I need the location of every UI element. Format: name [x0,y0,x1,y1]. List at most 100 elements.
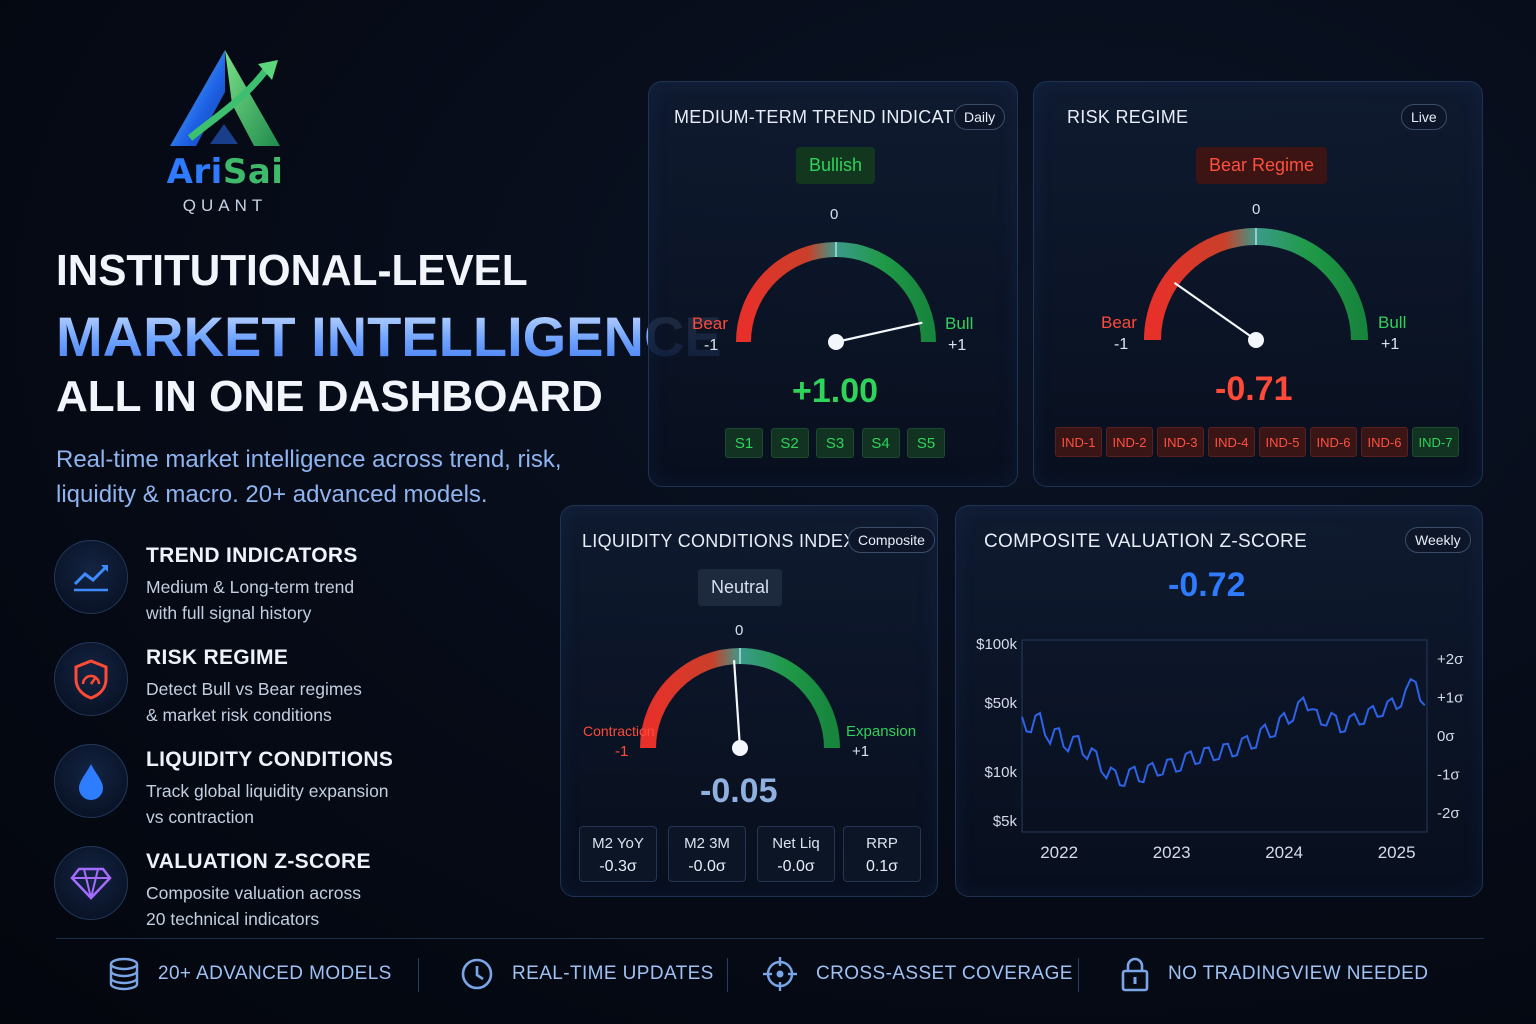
valuation-chart: $100k $50k $10k $5k +2σ +1σ 0σ -1σ -2σ 2022 2023 20… [976,636,1464,862]
liquidity-value: -0.05 [700,772,778,810]
x-tick-label: 2022 [1040,843,1078,862]
feature-desc: Composite valuation across 20 technical i… [146,883,361,929]
trend-chart-icon [54,540,128,614]
clock-icon [461,958,493,990]
indicator-chip: IND-4 [1208,427,1255,457]
y-left-tick-label: $100k [976,636,1017,653]
signal-chip: S1 [725,428,763,458]
lock-icon [1121,957,1149,992]
divider [727,958,728,992]
bottom-item-label: NO TRADINGVIEW NEEDED [1168,963,1429,984]
feature-title: LIQUIDITY CONDITIONS [146,748,394,771]
gauge-right-label: Expansion [846,723,917,740]
database-icon [109,957,139,991]
gauge-right-label: Bull [1378,313,1407,332]
trend-card-title: MEDIUM-TERM TREND INDICATOR [674,107,982,127]
brand-subtitle: QUANT [182,196,268,215]
feature-title: RISK REGIME [146,646,289,669]
bottom-item-models: 20+ ADVANCED MODELS [108,952,392,996]
headline-line-3: ALL IN ONE DASHBOARD [56,372,603,421]
valuation-weekly-pill[interactable]: Weekly [1405,527,1471,553]
feature-risk: RISK REGIME Detect Bull vs Bear regimes &… [54,642,534,736]
trend-status-badge: Bullish [796,147,876,184]
y-left-tick-label: $10k [984,764,1017,781]
signal-chip: S4 [861,428,900,458]
x-tick-label: 2025 [1378,843,1416,862]
x-tick-label: 2023 [1153,843,1191,862]
bottom-item-crossasset: CROSS-ASSET COVERAGE [762,952,1073,996]
bottom-item-label: REAL-TIME UPDATES [512,963,714,984]
gauge-right-value: +1 [1381,336,1400,353]
liquidity-status-badge: Neutral [698,569,783,606]
liquidity-metric: M2 3M -0.0σ [668,826,746,882]
indicator-chip: IND-6 [1361,427,1408,457]
gauge-left-label: Bear [1101,313,1137,332]
y-right-tick-label: -2σ [1437,805,1460,822]
indicator-chip: IND-3 [1157,427,1204,457]
liquidity-card-title: LIQUIDITY CONDITIONS INDEX [582,531,856,551]
y-right-tick-label: 0σ [1437,728,1455,745]
y-left-tick-label: $50k [984,695,1017,712]
logo: AriSai QUANT [140,46,310,221]
indicator-chip: IND-6 [1310,427,1357,457]
bottom-item-label: 20+ ADVANCED MODELS [158,963,392,984]
bottom-item-realtime: REAL-TIME UPDATES [460,952,714,996]
y-right-tick-label: +1σ [1437,690,1464,707]
gauge-left-value: -1 [615,743,629,760]
liquidity-metric: Net Liq -0.0σ [757,826,835,882]
divider [418,958,419,992]
feature-trend: TREND INDICATORS Medium & Long-term tren… [54,540,534,634]
headline-line-2: MARKET INTELLIGENCE [56,305,722,368]
liquidity-composite-pill[interactable]: Composite [848,527,935,553]
liquidity-metric: RRP 0.1σ [843,826,921,882]
trend-period-pill[interactable]: Daily [954,104,1006,130]
feature-title: VALUATION Z-SCORE [146,850,371,873]
y-right-tick-label: -1σ [1437,766,1460,783]
signal-chip: S5 [907,428,945,458]
risk-status-badge: Bear Regime [1196,147,1328,184]
bottom-item-notradingview: NO TRADINGVIEW NEEDED [1120,952,1428,996]
y-right-tick-label: +2σ [1437,651,1464,668]
gauge-zero-label: 0 [735,622,744,639]
signal-chip: S2 [770,428,809,458]
risk-live-pill[interactable]: Live [1401,104,1447,130]
headline-line-1: INSTITUTIONAL-LEVEL [56,246,528,295]
gauge-left-value: -1 [704,337,719,354]
divider [1078,958,1079,992]
risk-value: -0.71 [1215,370,1293,408]
risk-card-title: RISK REGIME [1067,107,1189,127]
trend-value: +1.00 [792,372,879,410]
liquidity-metric: M2 YoY -0.3σ [579,826,657,882]
gauge-hub [828,334,844,350]
indicator-chip: IND-5 [1259,427,1306,457]
liquidity-gauge [640,648,840,756]
y-left-tick-label: $5k [993,813,1018,830]
gauge-right-value: +1 [852,743,870,760]
gauge-left-value: -1 [1114,336,1129,353]
indicator-chip: IND-2 [1106,427,1153,457]
gauge-needle [1173,281,1257,341]
x-tick-label: 2024 [1265,843,1303,862]
gauge-hub [1248,332,1264,348]
gauge-zero-label: 0 [830,206,839,223]
indicator-chip: IND-7 [1412,427,1459,457]
feature-desc: Medium & Long-term trend with full signal… [146,577,355,623]
logo-mark-icon [170,50,280,146]
valuation-value: -0.72 [1168,566,1246,604]
water-drop-icon [54,744,128,818]
gauge-needle [732,660,742,749]
chart-plot-frame [1021,639,1428,833]
valuation-series-line [1021,677,1426,788]
gauge-zero-label: 0 [1252,201,1261,218]
feature-desc: Detect Bull vs Bear regimes & market risk… [146,679,362,725]
shield-gauge-icon [54,642,128,716]
brand-name: AriSai [166,152,284,192]
feature-title: TREND INDICATORS [146,544,358,567]
feature-valuation: VALUATION Z-SCORE Composite valuation ac… [54,846,534,940]
indicator-chip: IND-1 [1055,427,1102,457]
risk-gauge [1144,228,1368,348]
gauge-left-label: Bear [692,314,728,333]
gauge-hub [732,740,748,756]
diamond-icon [54,846,128,920]
feature-desc: Track global liquidity expansion vs contr… [146,781,389,827]
